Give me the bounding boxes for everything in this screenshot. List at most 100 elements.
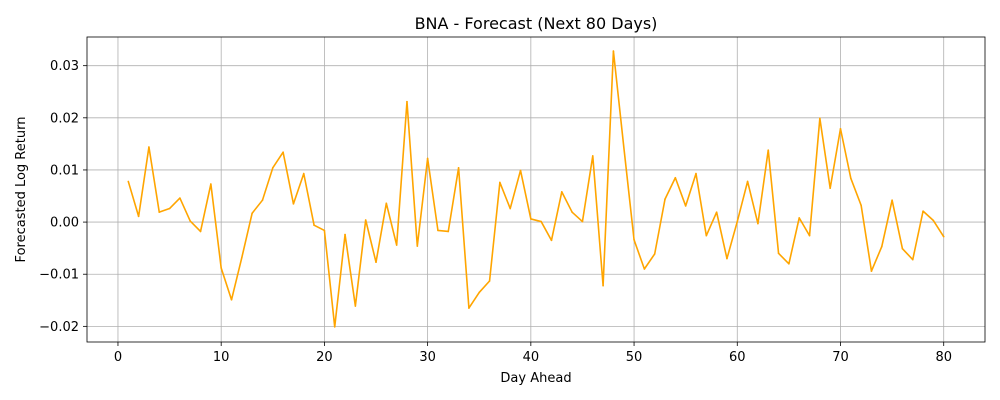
- data-point: [612, 50, 615, 52]
- data-point: [757, 222, 759, 225]
- data-point: [591, 155, 594, 157]
- plot-frame: [86, 36, 986, 343]
- chart-title: BNA - Forecast (Next 80 Days): [415, 14, 658, 33]
- data-point: [148, 146, 150, 148]
- data-point: [323, 229, 326, 232]
- data-point: [344, 233, 346, 236]
- data-point: [736, 220, 739, 223]
- data-point: [313, 224, 315, 227]
- x-tick-label: 50: [626, 350, 643, 365]
- data-point: [168, 207, 171, 210]
- data-point: [282, 151, 284, 154]
- grid: [87, 37, 985, 342]
- data-point: [354, 305, 357, 307]
- data-point: [478, 291, 481, 294]
- data-point: [137, 215, 140, 218]
- data-point: [230, 298, 233, 301]
- data-point: [860, 204, 862, 207]
- data-point: [261, 199, 264, 201]
- data-point: [416, 245, 419, 247]
- data-point: [850, 177, 852, 180]
- data-point: [395, 244, 398, 246]
- x-tick-label: 60: [729, 350, 746, 365]
- data-point: [447, 230, 450, 233]
- y-tick-label: −0.01: [39, 268, 79, 283]
- data-point: [602, 284, 604, 287]
- data-point: [179, 197, 181, 199]
- y-tick-label: 0.00: [50, 216, 79, 231]
- data-point: [922, 210, 924, 212]
- x-tick-label: 0: [114, 350, 122, 365]
- data-point: [891, 199, 893, 201]
- data-point: [364, 219, 367, 221]
- data-point: [189, 220, 192, 222]
- series-layer: [127, 50, 945, 328]
- data-point: [437, 229, 439, 232]
- data-point: [695, 172, 697, 175]
- data-point: [880, 245, 883, 248]
- data-point: [509, 207, 512, 210]
- data-point: [829, 187, 831, 189]
- data-point: [292, 203, 295, 205]
- data-point: [210, 183, 212, 185]
- data-point: [220, 267, 222, 269]
- data-point: [519, 169, 522, 172]
- data-point: [426, 157, 429, 160]
- data-point: [385, 202, 388, 205]
- x-axis-title: Day Ahead: [500, 371, 571, 386]
- data-point: [530, 218, 532, 220]
- data-point: [333, 326, 336, 328]
- data-point: [674, 176, 677, 179]
- data-point: [643, 268, 646, 270]
- x-tick-label: 30: [419, 350, 436, 365]
- data-point: [199, 230, 202, 233]
- data-point: [819, 117, 821, 120]
- x-tick-label: 20: [316, 350, 333, 365]
- data-point: [911, 258, 914, 261]
- y-axis-title: Forecasted Log Return: [14, 117, 29, 263]
- data-point: [561, 191, 563, 193]
- data-point: [571, 211, 573, 213]
- data-point: [932, 219, 935, 222]
- data-point: [767, 149, 770, 151]
- data-point: [488, 280, 491, 282]
- data-point: [705, 234, 708, 237]
- x-tick-label: 10: [213, 350, 230, 365]
- data-point: [788, 262, 790, 265]
- y-tick-label: 0.03: [50, 59, 79, 74]
- data-point: [251, 212, 253, 215]
- data-point: [808, 234, 811, 237]
- y-tick-label: −0.02: [39, 320, 79, 335]
- data-point: [622, 145, 625, 148]
- data-point: [457, 167, 460, 169]
- y-tick-label: 0.02: [50, 111, 79, 126]
- x-tick-label: 70: [832, 350, 849, 365]
- data-point: [746, 180, 749, 183]
- data-point: [777, 252, 780, 255]
- data-point: [870, 270, 873, 272]
- data-point: [540, 220, 542, 223]
- x-tick-label: 80: [935, 350, 952, 365]
- data-point: [798, 217, 801, 219]
- data-point: [633, 239, 635, 241]
- data-point: [375, 261, 377, 264]
- data-point: [581, 220, 584, 223]
- data-point: [127, 180, 130, 183]
- data-point: [653, 253, 656, 255]
- data-point: [664, 198, 666, 200]
- data-point: [158, 211, 161, 213]
- data-point: [942, 235, 945, 238]
- data-point: [271, 167, 274, 169]
- data-point: [684, 205, 687, 207]
- data-point: [241, 256, 243, 259]
- data-point: [726, 257, 728, 260]
- data-point: [406, 100, 408, 103]
- data-point: [715, 211, 718, 213]
- data-point: [302, 172, 305, 175]
- y-tick-label: 0.01: [50, 163, 79, 178]
- data-point: [550, 239, 553, 242]
- data-point: [901, 247, 904, 250]
- axis-ticks: 0 10 20 30 40 50 60 70 80 −0.02 −0.01 0.00 0.01 0.02 0…: [39, 59, 952, 365]
- data-point: [468, 307, 470, 309]
